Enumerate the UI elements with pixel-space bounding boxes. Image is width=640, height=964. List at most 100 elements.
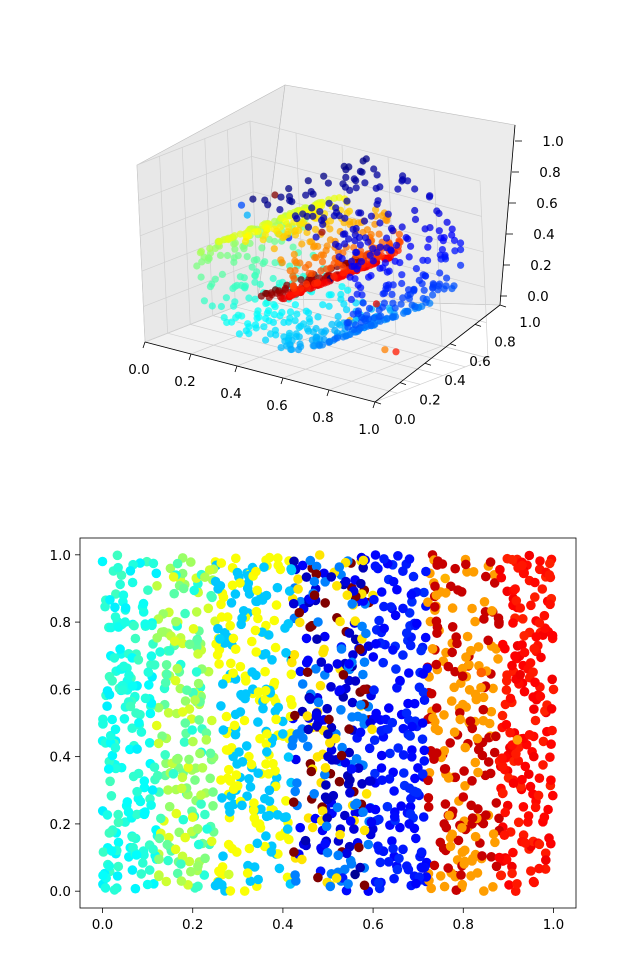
point-2d-695 [423,775,433,786]
point-2d-436 [294,607,305,618]
point-2d-691 [335,829,345,840]
point-2d-772 [302,711,313,721]
point-2d-1265 [146,800,156,810]
point-2d-1066 [536,652,546,663]
point-2d-641 [172,558,183,569]
point-2d-975 [305,555,316,566]
point-2d-1084 [177,772,188,783]
point-2d-1332 [416,862,427,873]
point-2d-1463 [204,565,215,575]
point-3d-599 [325,199,333,207]
point-2d-890 [518,614,528,624]
point-2d-1381 [154,833,165,844]
point-2d-1028 [488,829,499,839]
point-3d-325 [398,223,406,231]
point-2d-1021 [497,753,507,763]
z-tick-label-3d-0: 0.0 [527,289,548,305]
point-2d-1086 [264,630,274,640]
point-2d-906 [172,663,183,674]
x-tick-3d-1 [188,353,192,361]
point-2d-1422 [376,763,387,773]
point-2d-575 [261,739,272,749]
point-2d-684 [230,709,241,720]
point-3d-885 [286,291,294,299]
point-3d-265 [381,346,389,354]
point-2d-625 [154,871,164,882]
point-2d-1481 [120,603,131,613]
point-2d-1496 [384,703,394,713]
point-2d-1330 [369,594,379,605]
point-2d-1464 [231,553,241,564]
point-2d-679 [461,559,471,570]
point-2d-1156 [105,595,115,605]
point-3d-663 [298,240,306,248]
point-2d-1328 [98,870,108,881]
point-2d-1144 [216,612,227,622]
point-2d-1314 [230,589,241,599]
point-2d-1494 [118,685,128,695]
point-3d-394 [405,253,413,261]
point-2d-1005 [342,848,352,859]
point-2d-118 [130,883,141,894]
z-tick-label-3d-2: 0.4 [533,227,554,243]
point-2d-1492 [152,770,163,781]
point-3d-905 [197,247,205,255]
point-2d-13 [462,567,472,577]
point-2d-1011 [176,859,186,869]
point-2d-496 [289,847,299,857]
point-2d-1082 [333,850,344,861]
point-3d-849 [198,258,206,266]
point-2d-1426 [467,856,477,866]
point-2d-1293 [345,775,355,785]
point-3d-17 [457,246,465,254]
plot-2d: 0.0 0.2 0.4 0.6 0.8 1.0 0.0 0.2 0.4 0.6 0.8 1.0 [50,537,577,933]
point-2d-1020 [295,617,305,628]
point-2d-821 [250,625,261,636]
point-3d-59 [433,207,441,215]
point-2d-1348 [293,584,303,594]
point-2d-1442 [113,622,124,632]
point-3d-587 [383,268,391,276]
point-2d-1480 [260,666,270,677]
point-2d-152 [242,791,252,801]
x-tick-label-2d-4: 0.8 [453,917,474,933]
point-2d-161 [244,751,254,762]
point-2d-1341 [251,606,262,617]
point-2d-1073 [432,622,443,632]
point-3d-461 [311,225,320,233]
point-2d-1214 [284,834,294,845]
point-2d-1234 [530,677,540,688]
point-2d-1212 [216,558,227,568]
point-2d-1189 [439,881,450,892]
point-3d-886 [223,318,231,327]
point-2d-777 [505,727,515,738]
grid-line-floor-y-1 [167,332,398,394]
point-2d-1310 [388,843,398,854]
point-2d-736 [127,681,138,691]
point-2d-1131 [441,588,451,598]
y-tick-label-3d-4: 0.8 [494,334,515,350]
point-2d-1362 [389,786,399,796]
point-3d-480 [398,279,406,288]
point-3d-410 [250,256,258,264]
point-3d-595 [306,238,314,246]
point-2d-1182 [358,563,369,573]
point-2d-1205 [104,828,115,838]
point-2d-613 [370,561,381,571]
point-2d-1176 [170,675,181,686]
y-axis-line-3d [374,304,501,403]
point-2d-552 [152,581,162,591]
point-3d-39 [443,218,451,226]
point-2d-1329 [467,723,478,734]
point-2d-1487 [419,756,430,766]
point-2d-788 [283,752,294,762]
point-2d-1321 [338,670,349,680]
grid-line-left-z-5 [136,120,251,166]
grid-line-floor-y-2 [190,324,421,385]
point-2d-1184 [320,763,331,773]
point-2d-670 [389,873,399,884]
point-2d-939 [547,674,557,685]
point-3d-798 [319,220,327,228]
x-tick-label-2d-3: 0.6 [362,917,383,933]
point-2d-1398 [188,736,198,747]
